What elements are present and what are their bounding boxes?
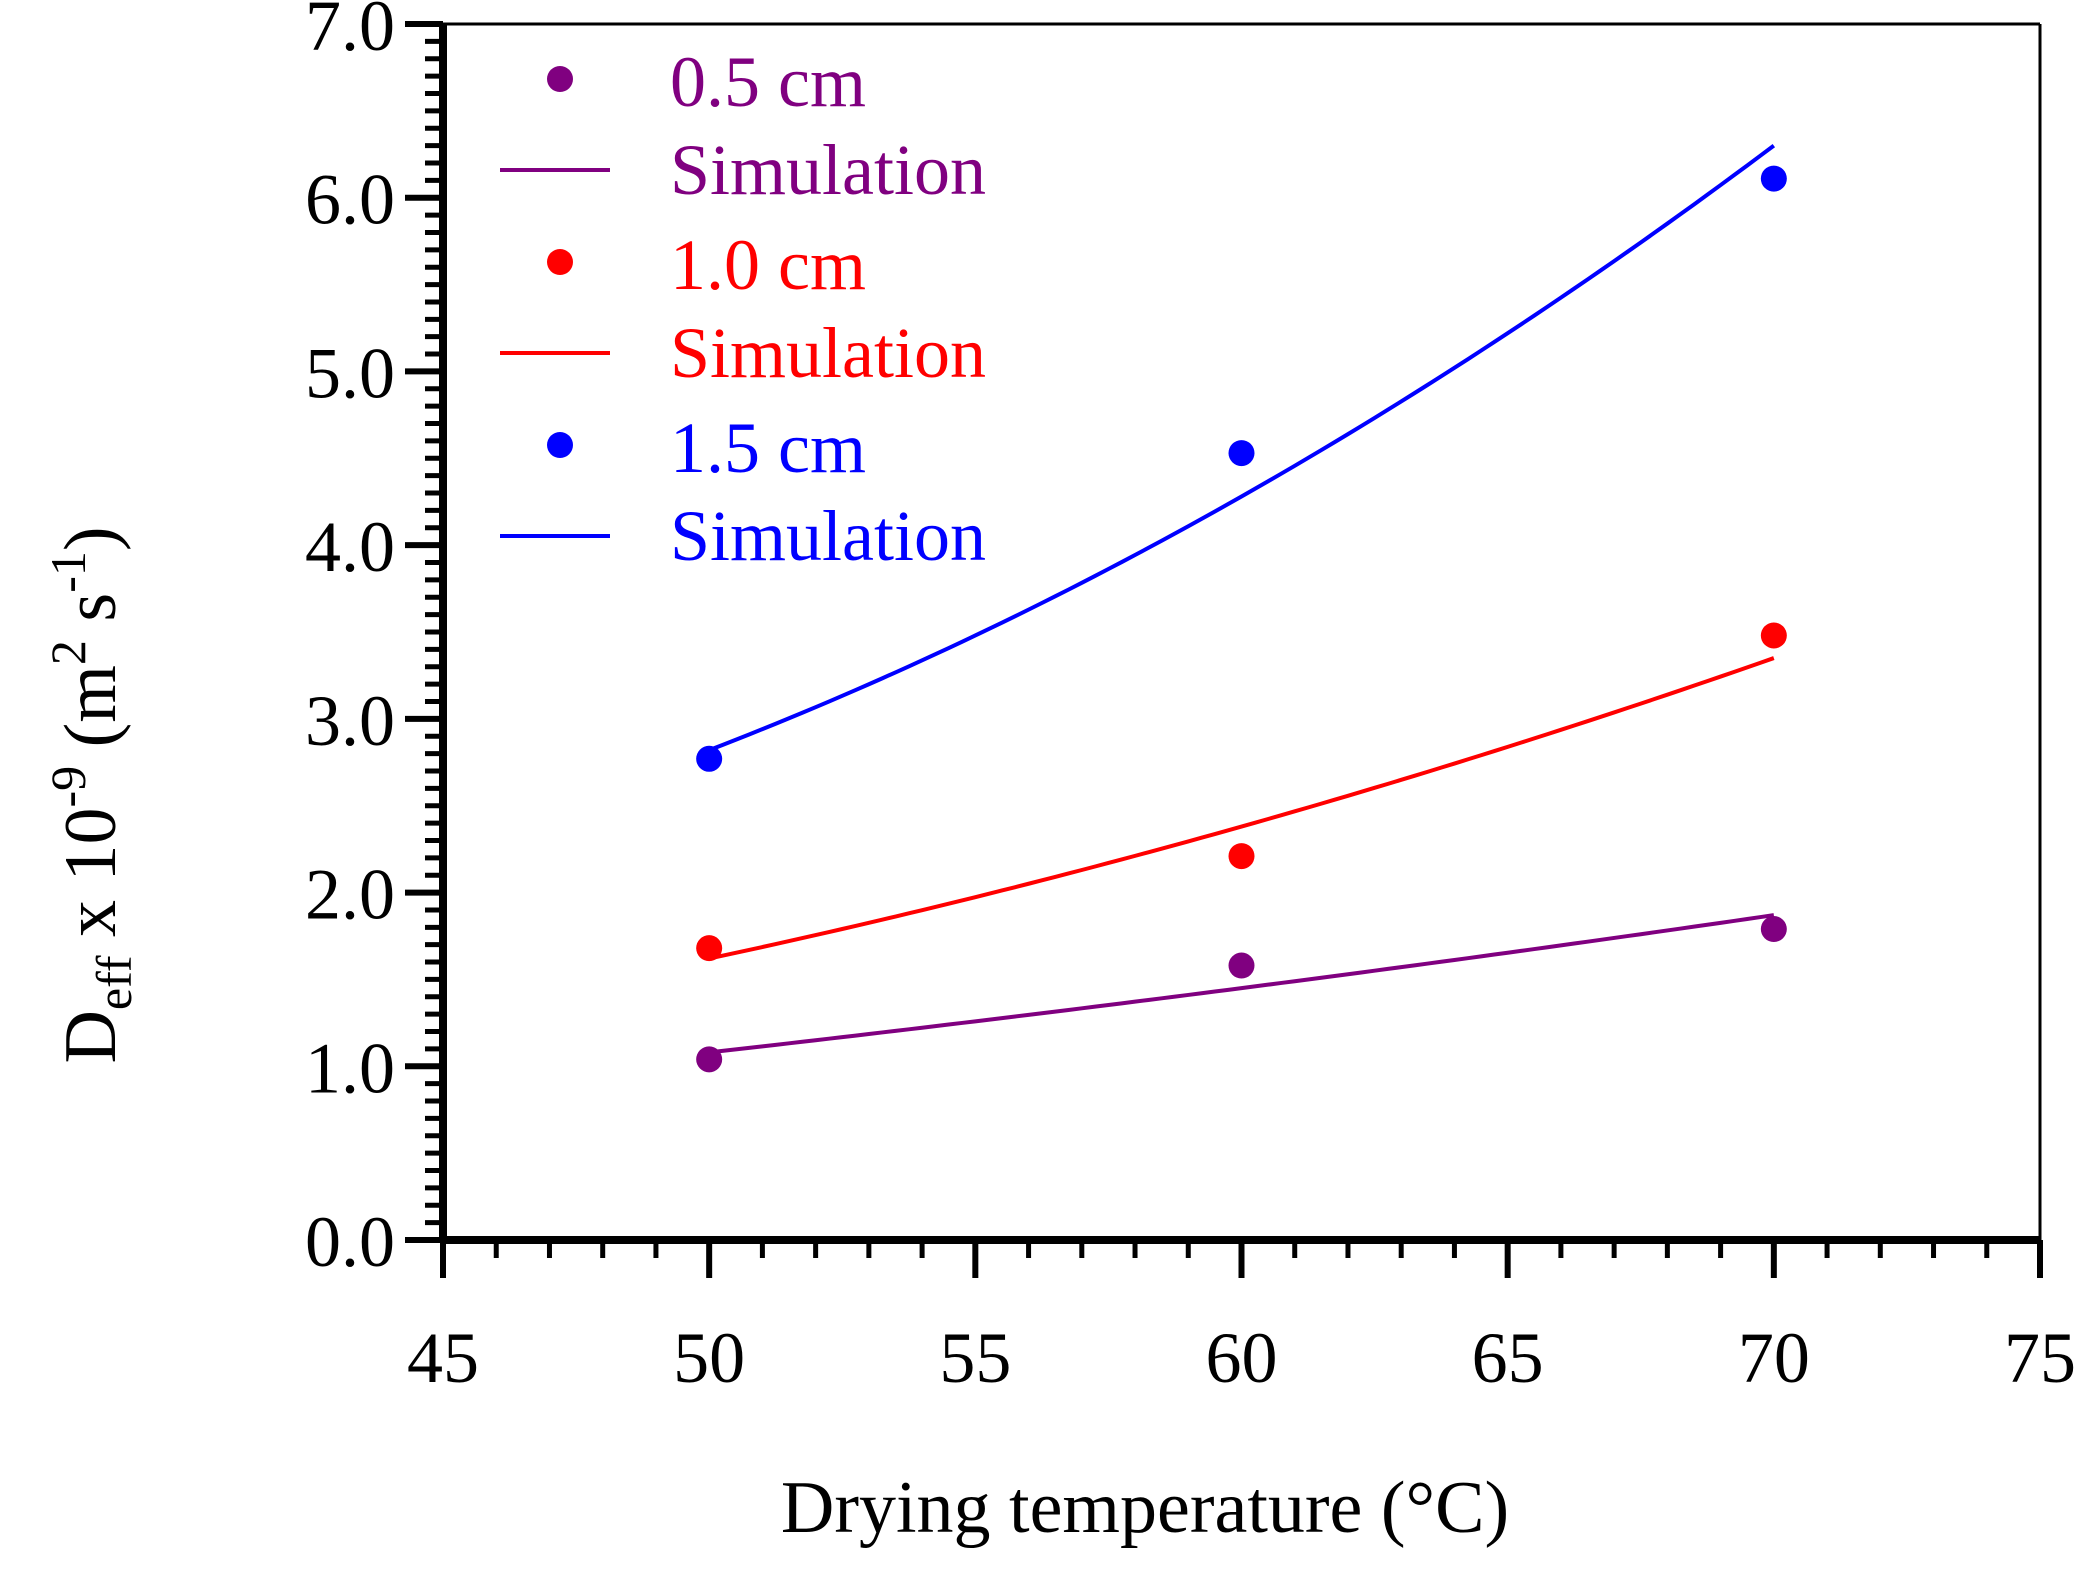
data-point (1760, 165, 1787, 192)
legend-simulation-label: Simulation (670, 313, 986, 393)
legend-marker (547, 432, 573, 458)
y-tick-label: 0.0 (305, 1202, 395, 1282)
legend-marker (547, 249, 573, 275)
y-tick-label: 3.0 (305, 681, 395, 761)
y-axis-title-unit-close: ) (50, 526, 132, 551)
data-point (1228, 440, 1255, 467)
data-point (1760, 916, 1787, 943)
y-axis-title-base: D (50, 1010, 132, 1063)
minor-ticks (425, 21, 2043, 1258)
major-ticks (405, 21, 2043, 1278)
data-point (1760, 622, 1787, 649)
simulation-lines (708, 143, 1776, 1055)
x-tick-label: 70 (1738, 1318, 1810, 1398)
x-tick-label: 75 (2004, 1318, 2076, 1398)
y-axis-title-exp: -9 (40, 766, 96, 808)
axes-frame (439, 22, 2042, 1244)
y-tick-label: 4.0 (305, 507, 395, 587)
svg-text:Deff x 10-9 (m2 s-1): Deff x 10-9 (m2 s-1) (40, 526, 142, 1063)
data-point (1228, 952, 1255, 979)
simulation-line-1-0-cm (708, 656, 1775, 961)
y-tick-label: 6.0 (305, 160, 395, 240)
y-axis-title-unit-exp1: 2 (40, 640, 96, 665)
y-tick-label: 1.0 (305, 1028, 395, 1108)
y-axis-title-unit-open: (m (50, 665, 132, 766)
y-tick-label: 7.0 (305, 0, 395, 66)
y-tick-label: 2.0 (305, 855, 395, 935)
x-tick-label: 65 (1472, 1318, 1544, 1398)
legend-simulation-label: Simulation (670, 496, 986, 576)
y-axis-title-unit-mid: s (50, 593, 132, 640)
legend-label: 1.0 cm (670, 225, 866, 305)
data-point (696, 745, 723, 772)
y-axis-title: Deff x 10-9 (m2 s-1) (40, 526, 142, 1063)
legend-simulation-label: Simulation (670, 130, 986, 210)
legend-label: 1.5 cm (670, 408, 866, 488)
x-tick-label: 60 (1206, 1318, 1278, 1398)
x-axis-title: Drying temperature (°C) (781, 1467, 1509, 1549)
legend-label: 0.5 cm (670, 42, 866, 122)
experimental-points (696, 165, 1787, 1073)
y-tick-label: 5.0 (305, 333, 395, 413)
legend-marker (547, 66, 573, 92)
x-tick-label: 55 (939, 1318, 1011, 1398)
y-axis-title-mid: x 10 (50, 807, 132, 955)
y-axis-title-base-sub: eff (86, 955, 142, 1010)
tick-labels: 45 50 55 60 65 70 75 0.0 1.0 2.0 3.0 4.0 5.0 6.0 7.0 (305, 0, 2076, 1398)
simulation-line-0-5-cm (708, 913, 1775, 1055)
y-axis-title-unit-exp2: -1 (40, 551, 96, 593)
x-tick-label: 50 (673, 1318, 745, 1398)
simulation-line-1-5-cm (708, 143, 1776, 752)
data-point (696, 935, 723, 962)
data-point (696, 1046, 723, 1073)
x-tick-label: 45 (407, 1318, 479, 1398)
data-point (1228, 843, 1255, 870)
